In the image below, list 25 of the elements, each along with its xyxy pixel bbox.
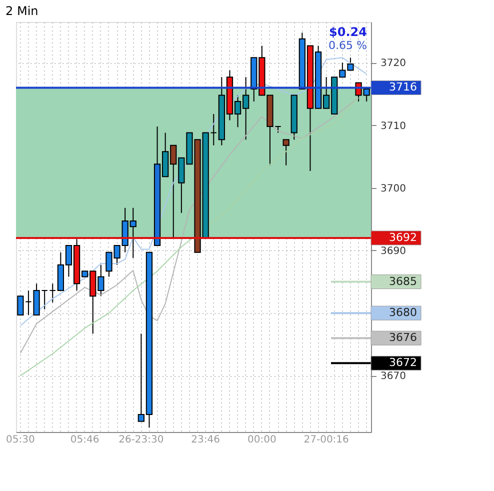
y-tick-label: 3710 <box>380 120 406 132</box>
ref-line-label: 3685 <box>389 274 417 288</box>
ref-line-label: 3716 <box>389 80 417 94</box>
x-tick-label: 05:30 <box>6 434 35 446</box>
chart-title: 2 Min <box>6 4 38 18</box>
annotation: $0.24 <box>329 25 367 39</box>
x-tick-label: 26-23:30 <box>118 434 164 446</box>
candlestick <box>282 139 290 166</box>
x-tick-label: 05:46 <box>70 434 100 446</box>
x-tick-label: 00:00 <box>248 434 276 446</box>
y-tick-label: 3690 <box>380 246 406 257</box>
ref-line-label: 3680 <box>389 306 417 320</box>
ref-line-label: 3692 <box>389 230 417 244</box>
y-tick-label: 3700 <box>380 183 406 194</box>
y-tick-label: 3670 <box>380 371 406 382</box>
ref-line-label: 3676 <box>389 331 417 344</box>
y-tick-label: 3720 <box>380 58 406 70</box>
candlestick <box>17 296 24 316</box>
annotation: 0.65 % <box>328 39 367 52</box>
candlestick <box>210 114 217 146</box>
candlestick <box>49 283 56 303</box>
x-tick-label: 27-00:16 <box>304 434 349 446</box>
x-tick-label: 23:46 <box>191 434 220 446</box>
candlestick <box>41 290 48 310</box>
ref-line-label: 3672 <box>389 356 417 370</box>
